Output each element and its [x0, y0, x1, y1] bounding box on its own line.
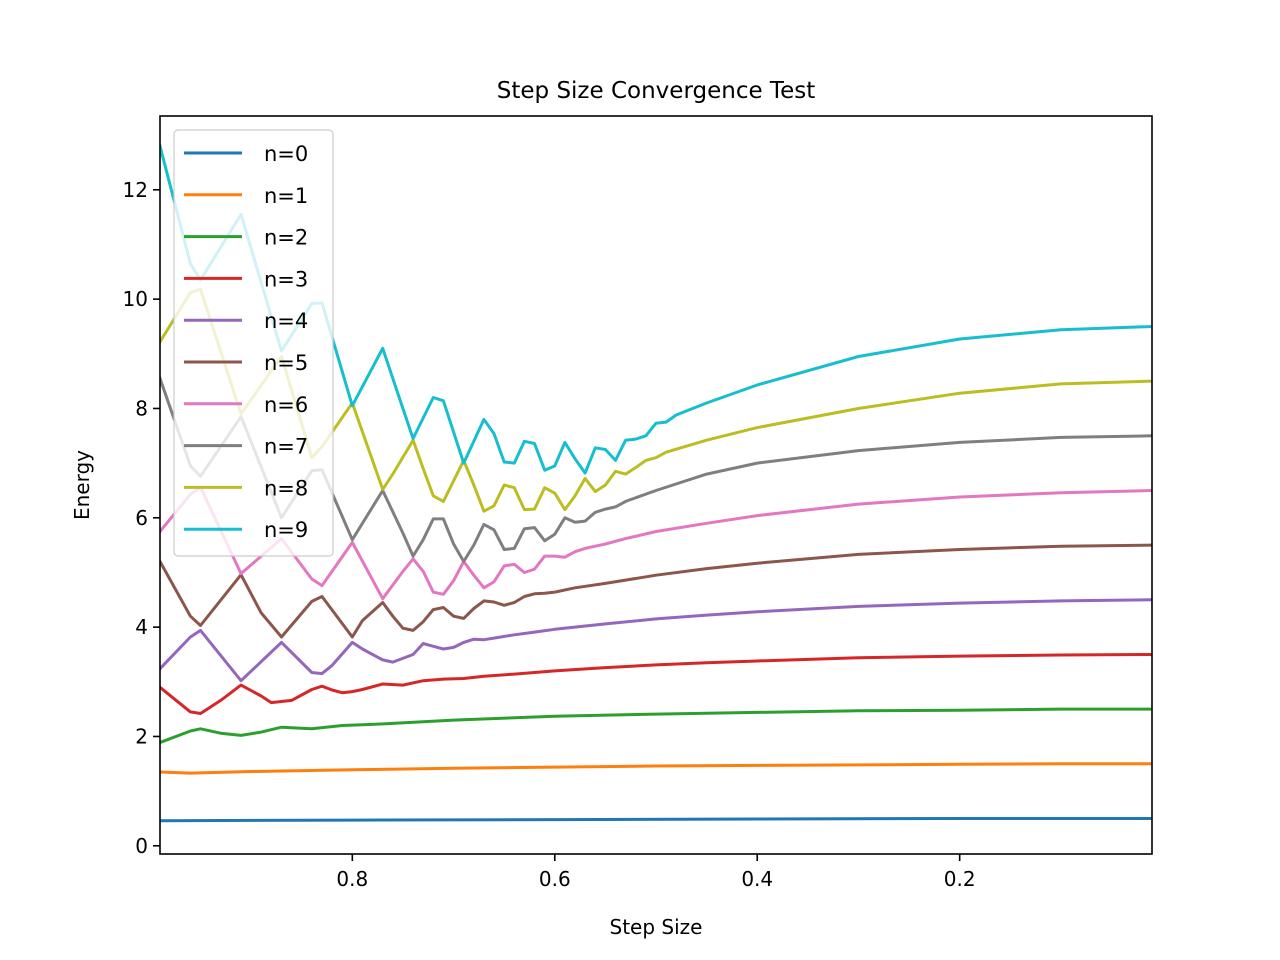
x-axis-ticks: 0.8 0.6 0.4 0.2	[336, 854, 976, 891]
x-tick-label: 0.4	[741, 867, 773, 891]
legend-label: n=0	[264, 142, 308, 166]
y-axis-label: Energy	[70, 450, 94, 520]
y-axis-ticks: 0 2 4 6 8 10 12	[123, 178, 160, 858]
legend-label: n=1	[264, 184, 308, 208]
legend-label: n=4	[264, 309, 308, 333]
y-tick-label: 2	[135, 724, 148, 748]
y-tick-label: 10	[123, 287, 148, 311]
x-tick-label: 0.6	[539, 867, 571, 891]
series-line-n-3	[160, 652, 1152, 715]
legend-label: n=7	[264, 435, 308, 459]
y-tick-label: 12	[123, 178, 148, 202]
legend-label: n=2	[264, 226, 308, 250]
series-line-n-5	[160, 543, 1152, 639]
legend-label: n=3	[264, 267, 308, 291]
series-line-n-4	[160, 598, 1152, 683]
legend-label: n=6	[264, 393, 308, 417]
legend-label: n=9	[264, 518, 308, 542]
y-tick-label: 8	[135, 396, 148, 420]
x-tick-label: 0.2	[944, 867, 976, 891]
legend-label: n=8	[264, 476, 308, 500]
series-line-n-0	[160, 817, 1152, 823]
x-axis-label: Step Size	[610, 915, 703, 939]
legend: n=0 n=1 n=2 n=3 n=4 n=5 n=6 n=7 n=8 n=9	[173, 129, 334, 557]
series-line-n-9	[160, 144, 1152, 475]
series-line-n-1	[160, 762, 1152, 775]
chart-title: Step Size Convergence Test	[497, 78, 815, 104]
x-tick-label: 0.8	[336, 867, 368, 891]
y-tick-label: 6	[135, 506, 148, 530]
plot-frame	[159, 115, 1153, 855]
y-tick-label: 0	[135, 834, 148, 858]
legend-label: n=5	[264, 351, 308, 375]
series-line-n-6	[160, 485, 1152, 601]
series-line-n-8	[160, 287, 1152, 513]
series-line-n-2	[160, 707, 1152, 745]
y-tick-label: 4	[135, 615, 148, 639]
